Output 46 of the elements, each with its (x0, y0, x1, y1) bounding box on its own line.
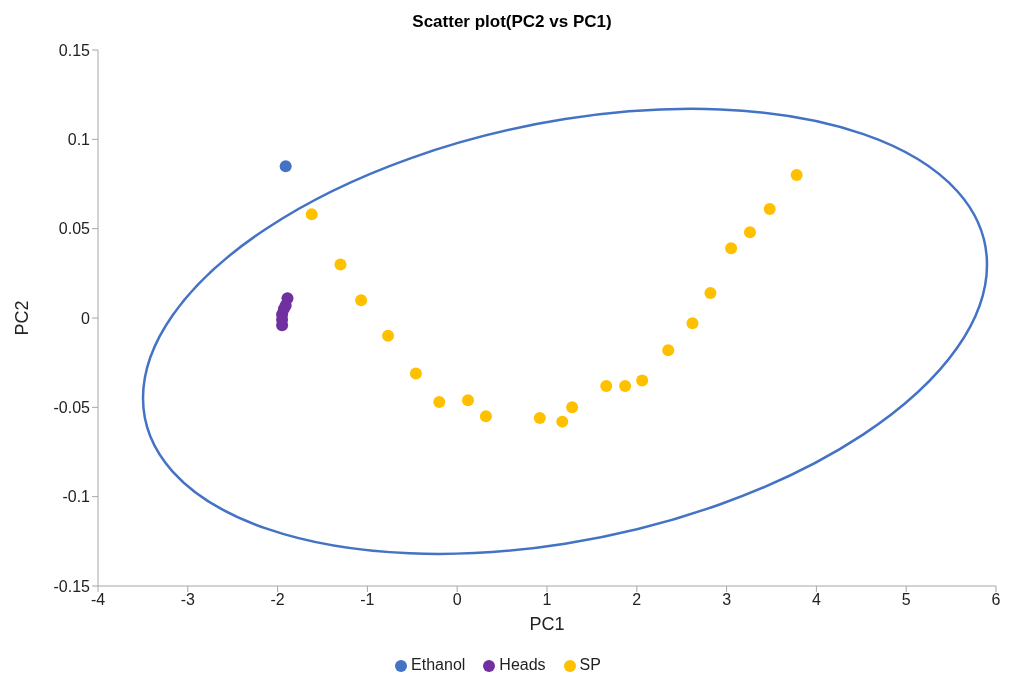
legend-label: Ethanol (411, 656, 466, 673)
y-tick-label: 0 (81, 309, 91, 327)
x-tick-label: 4 (811, 591, 821, 609)
x-tick-label: -2 (270, 591, 285, 609)
point (556, 415, 569, 428)
x-tick-label: 1 (542, 591, 552, 609)
x-tick-label: -4 (90, 591, 106, 609)
point (704, 286, 717, 299)
legend-label: Heads (499, 656, 546, 673)
x-tick-label: -3 (180, 591, 196, 609)
x-tick-label: 5 (901, 591, 911, 609)
point (743, 226, 756, 239)
x-axis-title: PC1 (529, 614, 565, 634)
point (382, 329, 395, 342)
y-axis-title: PC2 (12, 300, 33, 336)
y-tick-label: 0.15 (58, 41, 91, 59)
y-tick-label: -0.15 (53, 577, 91, 595)
point (334, 258, 347, 271)
legend-label: SP (579, 656, 601, 673)
x-tick-label: 6 (991, 591, 1001, 609)
point (662, 344, 675, 357)
point (763, 203, 776, 216)
chart-title: Scatter plot(PC2 vs PC1) (411, 11, 613, 33)
y-tick-label: -0.1 (62, 488, 91, 506)
point (355, 294, 368, 307)
point (533, 412, 546, 425)
point (725, 242, 738, 255)
x-tick-label: 3 (722, 591, 732, 609)
point (686, 317, 699, 330)
point (479, 410, 492, 423)
point (790, 169, 803, 182)
x-tick-label: -1 (360, 591, 375, 609)
point (636, 374, 649, 387)
point (619, 379, 632, 392)
point (600, 379, 613, 392)
point (279, 160, 292, 173)
point (566, 401, 579, 414)
point (461, 394, 474, 407)
point (433, 395, 446, 408)
x-tick-label: 2 (632, 591, 642, 609)
point (305, 208, 318, 221)
y-tick-label: -0.05 (53, 399, 91, 417)
y-tick-label: 0.05 (58, 220, 91, 238)
x-tick-label: 0 (452, 591, 462, 609)
point (409, 367, 422, 380)
y-tick-label: 0.1 (67, 131, 91, 149)
